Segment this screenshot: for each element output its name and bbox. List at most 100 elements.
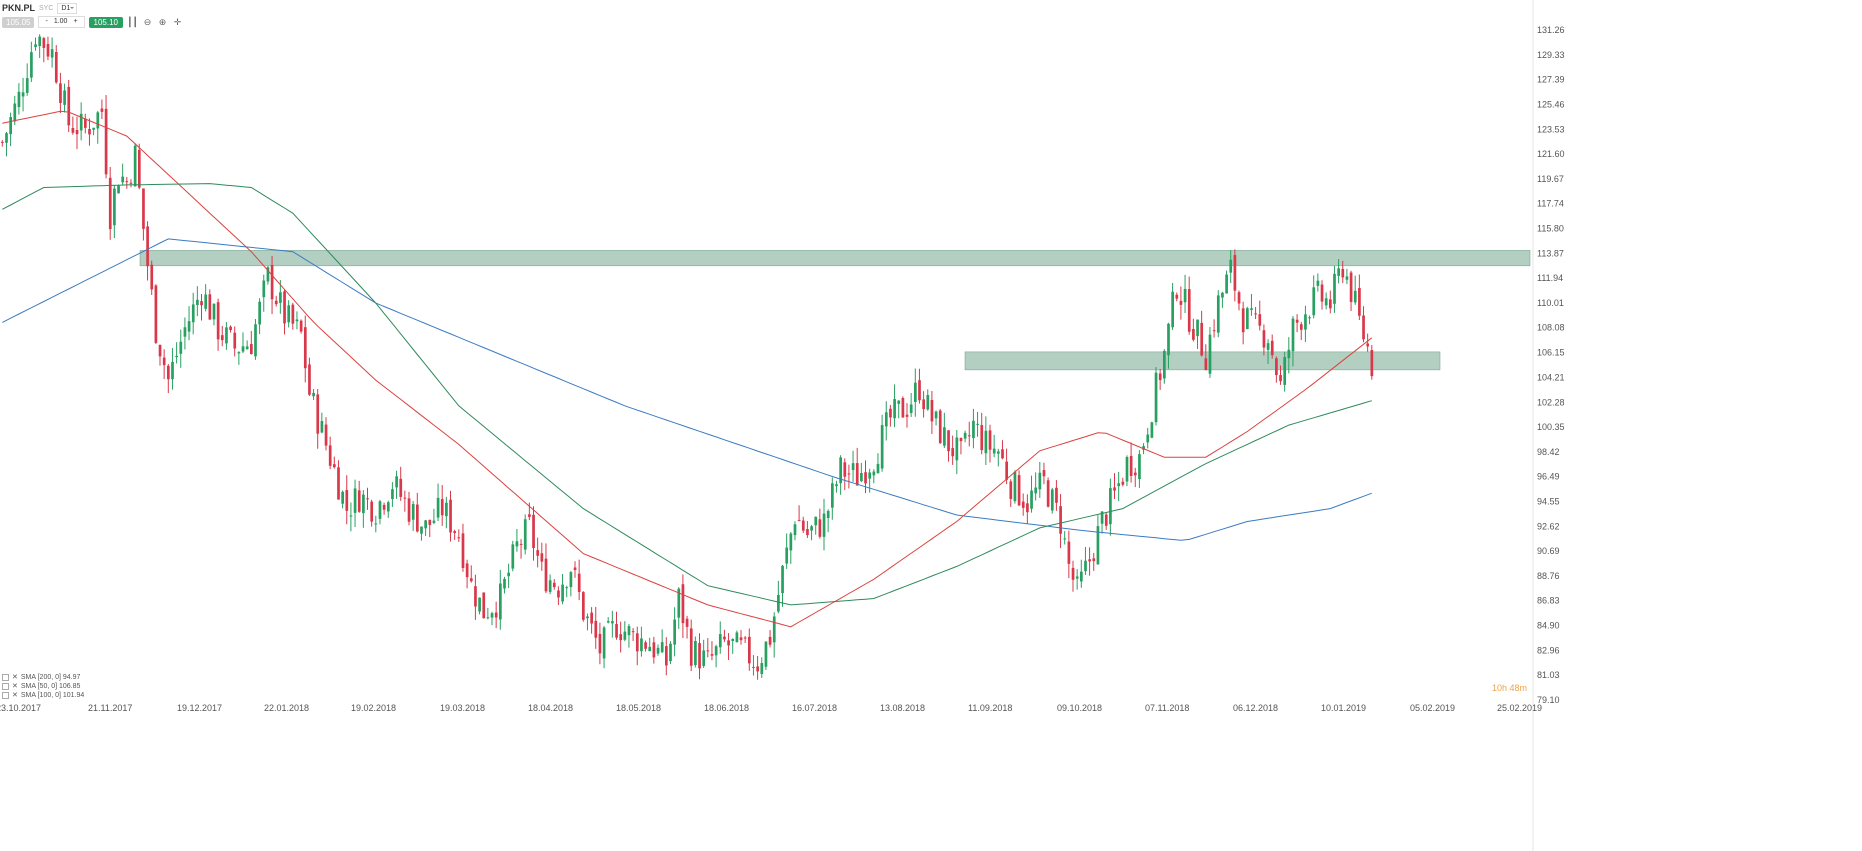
candle-body xyxy=(333,464,336,468)
zoom-out-icon[interactable]: ⊖ xyxy=(143,16,152,27)
candle-body xyxy=(988,430,992,450)
candle-body xyxy=(1349,272,1353,302)
x-tick-label: 06.12.2018 xyxy=(1233,703,1278,713)
candle-body xyxy=(250,344,253,355)
candle-body xyxy=(266,267,270,282)
lot-stepper[interactable]: - 1.00 + xyxy=(38,16,85,28)
candle-body xyxy=(416,504,419,532)
candle-body xyxy=(793,524,797,536)
candle-body xyxy=(1358,287,1361,316)
buy-button[interactable]: 105.10 xyxy=(88,16,123,28)
candle-body xyxy=(283,291,286,324)
zoom-in-icon[interactable]: ⊕ xyxy=(158,16,167,27)
checkbox-icon[interactable] xyxy=(2,683,9,690)
candle-body xyxy=(930,399,934,422)
candle-body xyxy=(92,127,95,130)
candle-body xyxy=(1071,567,1075,580)
symbol-label[interactable]: PKN.PL xyxy=(2,3,36,13)
candle-body xyxy=(1150,422,1154,438)
candle-body xyxy=(619,634,623,641)
candle-body xyxy=(1,141,4,143)
candle-body xyxy=(200,301,203,306)
candle-body xyxy=(1138,454,1141,480)
candle-body xyxy=(1084,560,1087,572)
x-tick-label: 13.08.2018 xyxy=(880,703,925,713)
candle-body xyxy=(229,326,232,331)
y-tick-label: 79.10 xyxy=(1537,695,1560,705)
candle-body xyxy=(652,642,656,658)
candle-body xyxy=(436,497,440,518)
candle-body xyxy=(137,149,141,188)
x-tick-label: 25.02.2019 xyxy=(1497,703,1542,713)
candle-body xyxy=(453,531,457,534)
close-icon[interactable]: ✕ xyxy=(12,674,18,681)
legend-item-sma100[interactable]: ✕ SMA [100, 0] 101.94 xyxy=(2,691,84,700)
candle-body xyxy=(1026,503,1029,513)
candle-body xyxy=(826,510,830,519)
candle-body xyxy=(801,520,805,531)
sma-lines xyxy=(2,110,1373,628)
candle-body xyxy=(984,430,988,454)
candle-body xyxy=(880,425,884,469)
candle-body xyxy=(876,463,880,474)
candle-body xyxy=(399,478,403,497)
candle-body xyxy=(1146,434,1150,443)
interval-dropdown[interactable]: D1 xyxy=(57,2,78,14)
x-tick-label: 16.07.2018 xyxy=(792,703,837,713)
candle-body xyxy=(868,472,872,479)
candle-body xyxy=(1254,313,1257,315)
candle-body xyxy=(710,654,714,656)
candle-body xyxy=(1059,506,1062,534)
legend-item-sma50[interactable]: ✕ SMA [50, 0] 106.85 xyxy=(2,682,84,691)
candle-body xyxy=(528,514,531,517)
close-icon[interactable]: ✕ xyxy=(12,692,18,699)
checkbox-icon[interactable] xyxy=(2,674,9,681)
crosshair-icon[interactable]: ✛ xyxy=(173,16,182,27)
candle-body xyxy=(959,437,963,442)
candle-body xyxy=(1316,280,1320,286)
sell-button[interactable]: 105.05 xyxy=(2,16,35,28)
support-resistance-zone xyxy=(139,250,1531,267)
price-axis: 131.26 129.33 127.39 125.46 123.53 121.60 119.… xyxy=(1537,25,1565,705)
candle-body xyxy=(1171,291,1174,328)
candle-body xyxy=(1042,470,1046,477)
candle-body xyxy=(615,624,618,638)
candle-body xyxy=(785,547,789,564)
candle-body xyxy=(42,38,46,48)
candle-body xyxy=(279,292,282,303)
candle-body xyxy=(1225,274,1228,294)
candle-body xyxy=(88,128,91,135)
lot-plus-button[interactable]: + xyxy=(73,18,78,25)
candle-body xyxy=(204,294,208,309)
x-tick-label: 18.06.2018 xyxy=(704,703,749,713)
candle-body xyxy=(30,52,33,78)
y-tick-label: 86.83 xyxy=(1537,596,1560,606)
candle-body xyxy=(797,520,801,522)
candle-body xyxy=(1279,375,1282,382)
candle-body xyxy=(183,327,187,337)
chart-type-icon[interactable]: ┃┃ xyxy=(127,16,138,27)
y-tick-label: 121.60 xyxy=(1537,149,1565,159)
candle-body xyxy=(5,133,8,143)
candle-body xyxy=(245,346,249,350)
y-tick-label: 92.62 xyxy=(1537,521,1560,531)
candle-body xyxy=(428,519,432,525)
checkbox-icon[interactable] xyxy=(2,692,9,699)
candle-body xyxy=(963,432,967,439)
candle-body xyxy=(25,78,29,93)
candle-body xyxy=(179,341,183,354)
lot-minus-button[interactable]: - xyxy=(45,18,48,25)
candle-body xyxy=(1233,255,1237,291)
candle-body xyxy=(461,533,465,568)
candle-body xyxy=(598,633,602,654)
candle-body xyxy=(366,498,369,500)
x-tick-label: 22.01.2018 xyxy=(264,703,309,713)
legend-item-sma200[interactable]: ✕ SMA [200, 0] 94.97 xyxy=(2,673,84,682)
candle-body xyxy=(113,188,116,226)
x-tick-label: 19.02.2018 xyxy=(351,703,396,713)
candle-body xyxy=(851,463,855,471)
candle-body xyxy=(1096,526,1100,565)
lot-value[interactable]: 1.00 xyxy=(53,18,68,25)
close-icon[interactable]: ✕ xyxy=(12,683,18,690)
